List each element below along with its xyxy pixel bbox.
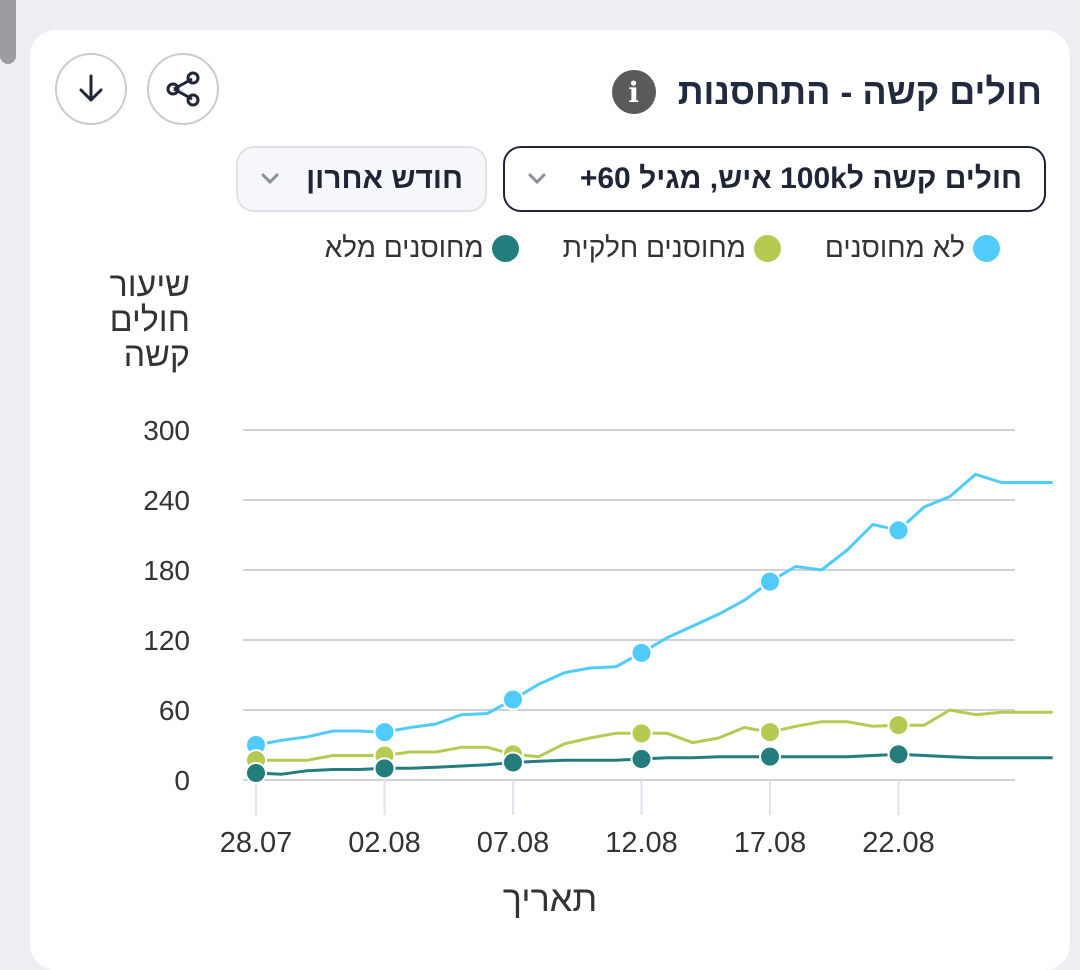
data-point-full bbox=[630, 748, 653, 770]
y-axis-title-line: חולים bbox=[109, 301, 190, 339]
y-axis-title: שיעור חולים קשה bbox=[100, 268, 190, 373]
data-point-unvaccinated bbox=[630, 641, 653, 664]
data-point-full bbox=[759, 745, 781, 768]
card-header: i חולים קשה - התחסנות bbox=[611, 64, 1042, 120]
data-point-full bbox=[373, 757, 396, 780]
legend-dot-partial bbox=[753, 234, 781, 262]
chevron-down-icon bbox=[528, 173, 546, 185]
info-icon[interactable]: i bbox=[611, 70, 656, 114]
series-line-unvaccinated bbox=[255, 472, 1053, 747]
period-dropdown-value: חודש אחרון bbox=[306, 162, 463, 195]
data-point-partial bbox=[887, 714, 910, 737]
data-point-unvaccinated bbox=[887, 519, 910, 542]
x-tick-label: 28.07 bbox=[220, 827, 293, 859]
data-point-partial bbox=[759, 721, 781, 744]
data-point-full bbox=[502, 751, 524, 774]
y-tick-label: 120 bbox=[143, 625, 190, 656]
x-axis-title: תאריך bbox=[502, 878, 598, 919]
data-point-full bbox=[245, 762, 267, 784]
y-tick-label: 180 bbox=[143, 555, 190, 586]
data-point-full bbox=[887, 743, 910, 766]
y-tick-label: 0 bbox=[174, 765, 190, 796]
legend-label: לא מחוסנים bbox=[824, 232, 965, 263]
x-tick-label: 22.08 bbox=[862, 827, 935, 859]
y-axis-title-line: שיעור bbox=[109, 266, 190, 304]
legend-label: מחוסנים חלקית bbox=[562, 232, 746, 263]
share-button[interactable] bbox=[147, 53, 219, 125]
legend-item-unvaccinated[interactable]: לא מחוסנים bbox=[825, 232, 1000, 264]
x-tick-label: 07.08 bbox=[477, 827, 550, 859]
chart-legend: לא מחוסנים מחוסנים חלקית מחוסנים מלא bbox=[325, 228, 1000, 268]
data-point-unvaccinated bbox=[759, 570, 781, 593]
card-title: חולים קשה - התחסנות bbox=[677, 71, 1042, 112]
scrollbar-thumb[interactable] bbox=[0, 0, 16, 64]
line-chart: 0 60 120 180 240 300 28.07 02.08 07.08 12.08 17.08… bbox=[143, 415, 1053, 859]
x-tick-label: 12.08 bbox=[605, 827, 678, 859]
period-dropdown[interactable]: חודש אחרון bbox=[236, 146, 487, 212]
data-point-partial bbox=[630, 722, 653, 745]
y-axis-title-line: קשה bbox=[123, 336, 190, 374]
legend-label: מחוסנים מלא bbox=[324, 232, 484, 263]
x-tick-label: 17.08 bbox=[734, 827, 807, 859]
data-point-unvaccinated bbox=[373, 721, 396, 744]
y-tick-label: 240 bbox=[143, 485, 190, 516]
chevron-down-icon bbox=[261, 173, 279, 185]
data-point-unvaccinated bbox=[502, 688, 524, 711]
x-tick-label: 02.08 bbox=[348, 827, 421, 859]
y-tick-label: 60 bbox=[159, 695, 190, 726]
legend-dot-full bbox=[491, 234, 519, 262]
metric-dropdown[interactable]: חולים קשה ל100k איש, מגיל 60+ bbox=[503, 146, 1046, 212]
legend-item-full[interactable]: מחוסנים מלא bbox=[325, 232, 519, 264]
legend-item-partial[interactable]: מחוסנים חלקית bbox=[563, 232, 781, 264]
share-icon bbox=[166, 71, 200, 107]
y-tick-label: 300 bbox=[143, 415, 190, 446]
metric-dropdown-value: חולים קשה ל100k איש, מגיל 60+ bbox=[579, 162, 1022, 195]
legend-dot-unvaccinated bbox=[973, 234, 1000, 262]
download-button[interactable] bbox=[55, 53, 127, 125]
download-arrow-icon bbox=[79, 74, 103, 102]
